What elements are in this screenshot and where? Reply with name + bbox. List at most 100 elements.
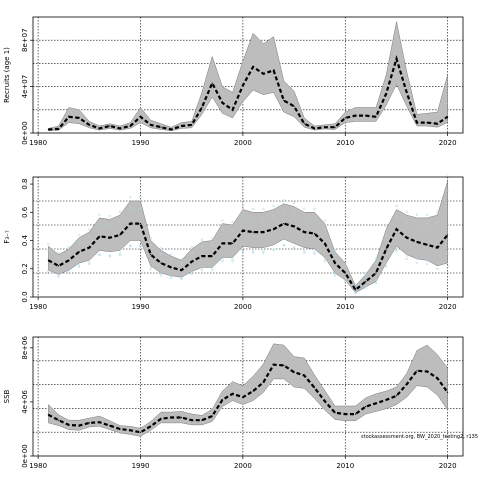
estimate-point bbox=[98, 223, 101, 226]
estimate-point bbox=[415, 257, 419, 260]
data-point bbox=[88, 422, 90, 424]
estimate-point bbox=[323, 219, 326, 222]
data-point bbox=[47, 128, 50, 131]
data-point bbox=[211, 82, 213, 84]
data-point bbox=[150, 425, 152, 427]
y-tick-label: 8e+06 bbox=[21, 336, 29, 360]
data-point bbox=[395, 58, 398, 60]
estimate-point bbox=[108, 224, 111, 227]
estimate-point bbox=[436, 210, 439, 213]
x-tick-label: 1990 bbox=[132, 303, 150, 311]
x-tick-label: 2010 bbox=[336, 139, 354, 147]
estimate-point bbox=[149, 243, 152, 247]
data-point bbox=[47, 414, 50, 416]
data-point bbox=[436, 247, 438, 249]
estimate-point bbox=[323, 260, 326, 263]
estimate-point bbox=[231, 258, 234, 261]
estimate-point bbox=[149, 267, 152, 271]
estimate-point bbox=[47, 242, 50, 246]
estimate-point bbox=[200, 245, 204, 248]
estimate-point bbox=[77, 264, 81, 267]
data-point bbox=[160, 262, 162, 264]
estimate-point bbox=[211, 267, 214, 270]
estimate-point bbox=[323, 258, 326, 261]
y-tick-label: 0.2 bbox=[21, 263, 29, 274]
estimate-point bbox=[170, 258, 173, 261]
estimate-point bbox=[344, 260, 347, 263]
panel-1: 0e+00 4e+07 8e+07 1980 1990 2000 2010 2020 Recru… bbox=[3, 16, 464, 147]
estimate-point bbox=[139, 245, 142, 248]
estimate-point bbox=[395, 215, 398, 218]
x-tick-label: 2020 bbox=[439, 303, 457, 311]
estimate-point bbox=[159, 274, 163, 277]
data-point bbox=[139, 223, 142, 225]
estimate-point bbox=[303, 251, 306, 254]
estimate-point bbox=[211, 237, 214, 240]
estimate-point bbox=[231, 260, 234, 263]
estimate-point bbox=[333, 272, 337, 275]
data-point bbox=[344, 117, 346, 119]
estimate-point bbox=[303, 207, 306, 211]
estimate-point bbox=[88, 236, 91, 239]
data-point bbox=[98, 235, 101, 237]
data-point bbox=[129, 223, 131, 225]
estimate-point bbox=[129, 245, 132, 248]
y-tick-label: 8e+07 bbox=[21, 28, 29, 52]
x-tick-label: 2020 bbox=[439, 139, 457, 147]
estimate-point bbox=[364, 272, 367, 275]
estimate-point bbox=[129, 207, 132, 210]
data-point bbox=[283, 223, 285, 225]
estimate-point bbox=[333, 254, 337, 257]
estimate-point bbox=[446, 189, 449, 192]
data-point bbox=[344, 272, 346, 274]
estimate-point bbox=[118, 220, 122, 223]
data-point bbox=[150, 124, 152, 126]
data-point bbox=[170, 128, 172, 131]
data-point bbox=[416, 122, 418, 124]
data-point bbox=[303, 374, 305, 377]
data-point bbox=[191, 124, 193, 126]
data-point bbox=[211, 415, 213, 417]
y-tick-label: 4e+07 bbox=[21, 75, 29, 99]
estimate-point bbox=[88, 228, 91, 231]
estimate-point bbox=[231, 220, 234, 224]
estimate-point bbox=[282, 243, 285, 247]
data-point bbox=[334, 126, 336, 128]
estimate-point bbox=[251, 217, 255, 221]
data-point bbox=[180, 416, 183, 419]
estimate-point bbox=[231, 229, 234, 232]
data-point bbox=[416, 370, 418, 372]
x-tick-label: 2020 bbox=[439, 462, 457, 470]
data-point bbox=[129, 429, 131, 431]
estimate-point bbox=[313, 207, 316, 211]
data-point bbox=[273, 364, 275, 366]
data-point bbox=[201, 255, 203, 257]
data-point bbox=[426, 122, 428, 124]
estimate-point bbox=[251, 207, 255, 211]
data-point bbox=[375, 402, 377, 404]
estimate-point bbox=[426, 213, 429, 216]
data-point bbox=[201, 419, 203, 421]
data-point bbox=[47, 259, 50, 261]
data-point bbox=[447, 116, 449, 118]
estimate-point bbox=[170, 276, 173, 280]
confidence-band bbox=[48, 21, 448, 131]
estimate-point bbox=[57, 275, 60, 278]
estimate-point bbox=[159, 252, 163, 256]
estimate-point bbox=[292, 212, 296, 216]
data-point bbox=[406, 383, 408, 385]
estimate-point bbox=[88, 262, 91, 266]
estimate-point bbox=[190, 245, 193, 249]
estimate-point bbox=[139, 207, 142, 210]
estimate-point bbox=[180, 257, 183, 260]
estimate-point bbox=[426, 259, 429, 262]
data-point bbox=[375, 116, 377, 118]
estimate-point bbox=[139, 196, 142, 199]
estimate-point bbox=[67, 251, 70, 254]
estimate-point bbox=[313, 217, 316, 221]
estimate-point bbox=[426, 262, 429, 266]
data-point bbox=[324, 126, 326, 128]
series-line bbox=[47, 363, 449, 434]
estimate-point bbox=[292, 247, 296, 250]
